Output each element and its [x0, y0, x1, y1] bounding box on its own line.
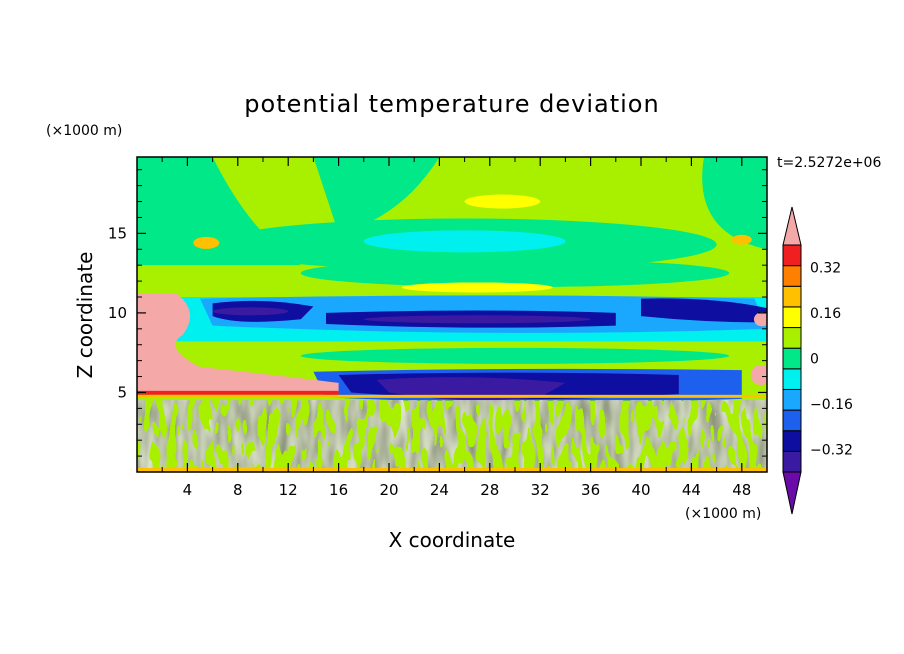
x-tick-label: 16	[329, 481, 348, 499]
colorbar-box	[782, 244, 802, 267]
y-tick-label: 5	[117, 383, 127, 401]
colorbar-box	[782, 265, 802, 287]
field-region	[137, 390, 339, 395]
colorbar-box	[782, 368, 802, 390]
y-tick-label: 15	[108, 224, 127, 242]
field-region	[578, 157, 767, 250]
y-axis: 5 10 15	[108, 169, 767, 457]
colorbar: 0.32 0.16 0 −0.16 −0.32	[782, 206, 853, 515]
colorbar-tick-label: 0	[810, 352, 819, 368]
colorbar-box	[782, 327, 802, 349]
colorbar-tick-label: 0.16	[810, 306, 841, 322]
x-unit-label: (×1000 m)	[685, 506, 761, 522]
colorbar-box	[782, 306, 802, 329]
x-tick-label: 36	[581, 481, 600, 499]
x-tick-label: 20	[379, 481, 398, 499]
x-axis-label: X coordinate	[389, 528, 516, 552]
colorbar-extend-high	[782, 206, 802, 246]
x-tick-label: 12	[279, 481, 298, 499]
field-region	[641, 298, 767, 323]
chart-title: potential temperature deviation	[244, 90, 659, 118]
y-unit-label: (×1000 m)	[46, 123, 122, 139]
x-tick-label: 8	[233, 481, 243, 499]
field-region	[401, 282, 553, 293]
field-region	[300, 259, 730, 288]
y-tick-label: 10	[108, 304, 127, 322]
plot-frame	[136, 156, 768, 473]
colorbar-extend-low	[782, 471, 802, 515]
field-region	[137, 293, 339, 393]
x-tick-label: 40	[631, 481, 650, 499]
x-tick-label: 28	[480, 481, 499, 499]
field-region	[464, 194, 541, 209]
field-region	[363, 315, 591, 324]
contour-field	[137, 157, 767, 472]
colorbar-box	[782, 388, 802, 411]
y-axis-label: Z coordinate	[73, 252, 97, 379]
field-region	[753, 312, 767, 327]
colorbar-tick-label: 0.32	[810, 261, 841, 277]
field-region	[212, 307, 289, 316]
field-region	[750, 364, 767, 385]
field-region	[313, 157, 440, 234]
colorbar-tick-label: −0.16	[810, 397, 853, 413]
colorbar-box	[782, 347, 802, 370]
colorbar-box	[782, 430, 802, 452]
field-region	[731, 234, 752, 245]
x-tick-label: 24	[430, 481, 449, 499]
field-region	[363, 230, 566, 253]
colorbar-tick-label: −0.32	[810, 442, 853, 458]
field-region	[137, 394, 767, 398]
colorbar-box	[782, 409, 802, 432]
x-axis: 4 8 12 16 20 24 28 32 36 40 44 48	[161, 157, 751, 499]
field-region	[300, 347, 730, 364]
colorbar-box	[782, 285, 802, 308]
field-region	[193, 236, 220, 249]
time-label: t=2.5272e+06	[777, 155, 881, 171]
colorbar-box	[782, 450, 802, 473]
x-tick-label: 4	[183, 481, 193, 499]
x-tick-label: 32	[531, 481, 550, 499]
field-surface-noise	[137, 400, 767, 472]
x-tick-label: 48	[732, 481, 751, 499]
x-tick-label: 44	[682, 481, 701, 499]
field-region	[376, 377, 566, 401]
field-surface-edge	[137, 468, 767, 472]
